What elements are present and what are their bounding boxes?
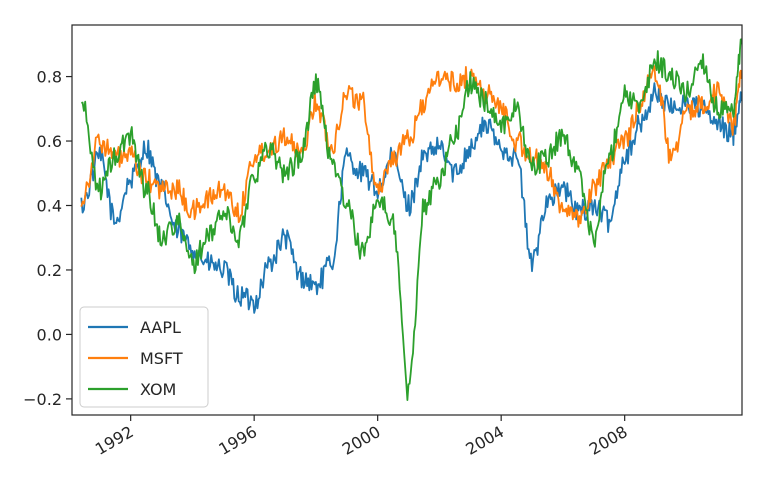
y-tick-label: 0.0 [37, 325, 62, 344]
series-line-xom [81, 38, 742, 402]
x-tick-label: 2008 [586, 422, 631, 459]
series-line-aapl [80, 82, 742, 314]
y-tick-label: 0.6 [37, 132, 62, 151]
legend-box [79, 306, 209, 408]
x-axis: 1992 1996 2000 2004 2008 [92, 415, 631, 459]
legend-label-msft: MSFT [140, 349, 183, 368]
y-axis: −0.2 0.0 0.2 0.4 0.6 0.8 [23, 68, 72, 409]
x-tick-label: 1996 [215, 422, 260, 459]
legend-label-aapl: AAPL [140, 318, 181, 337]
x-tick-label: 1992 [92, 422, 137, 459]
y-tick-label: 0.4 [37, 196, 62, 215]
y-tick-label: 0.2 [37, 261, 62, 280]
plot-area [80, 38, 742, 402]
x-tick-label: 2000 [339, 422, 384, 459]
y-tick-label: −0.2 [23, 390, 62, 409]
legend: AAPL MSFT XOM [79, 306, 209, 408]
x-tick-label: 2004 [462, 422, 507, 459]
legend-label-xom: XOM [140, 380, 176, 399]
y-tick-label: 0.8 [37, 68, 62, 87]
plot-frame [71, 24, 743, 416]
